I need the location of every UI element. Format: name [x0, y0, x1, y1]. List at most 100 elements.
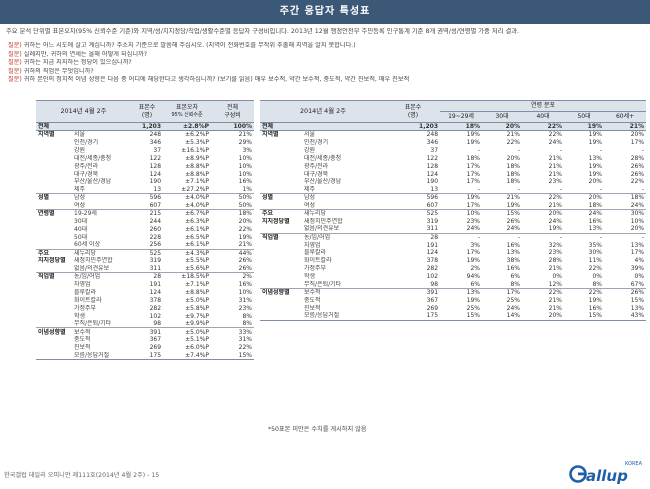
table-row: 부산/울산/경남 190 17% 18% 23% 20% 22% — [260, 178, 646, 186]
row-sample-size: 378 — [149, 296, 162, 304]
row-label: 새정치민주연합 — [74, 257, 113, 265]
row-sample-size: 13 — [153, 186, 162, 194]
row-sample-size: 124 — [149, 170, 162, 178]
row-label: 부산/울산/경남 — [74, 178, 112, 186]
row-label: 화이트칼라 — [74, 296, 102, 304]
row-age-share: 28% — [630, 154, 645, 162]
row-age-share: 19% — [564, 130, 605, 139]
question-item: 질문) 귀하는 어느 시도에 살고 계십니까? 주소지 기준으로 말씀해 주십시… — [8, 42, 628, 51]
row-margin-of-error: ±7.4%P — [163, 351, 212, 361]
row-group — [260, 146, 302, 154]
table-row: 블루칼라 124 ±8.8%P 10% — [36, 289, 254, 297]
row-sample-size: 248 — [131, 130, 164, 139]
row-age-share: 18% — [506, 162, 521, 170]
row-age-share: 17% — [466, 162, 481, 170]
row-age-share: 22% — [564, 288, 605, 297]
table-row: 없음/의견유보 311 ±5.6%P 26% — [36, 265, 254, 273]
row-margin-of-error: ±6.1%P — [185, 225, 210, 233]
row-group: 지역별 — [260, 130, 302, 139]
row-composition: 50% — [211, 193, 255, 202]
row-group — [36, 146, 72, 154]
row-age-share: 19% — [588, 138, 603, 146]
row-composition: 33% — [211, 327, 255, 336]
table-row: 화이트칼라 378 ±5.0%P 31% — [36, 296, 254, 304]
row-label: 여성 — [74, 201, 86, 209]
right-header-date: 2014년 4월 2주 — [260, 100, 387, 123]
row-group — [36, 241, 72, 249]
row-group — [260, 241, 302, 249]
row-group — [36, 170, 72, 178]
question-label: 질문) — [8, 67, 22, 75]
question-label: 질문) — [8, 76, 22, 84]
question-label: 질문) — [8, 59, 22, 67]
row-margin-of-error: ±6.0%P — [185, 344, 210, 352]
table-row: 지역별 서울 248 ±6.2%P 21% — [36, 130, 255, 139]
table-row: 자영업 191 3% 16% 32% 35% 13% — [260, 241, 646, 249]
row-composition: 8% — [242, 320, 253, 328]
row-age-share: 17% — [482, 288, 523, 297]
row-label: 제주 — [304, 186, 316, 194]
table-row: 제주 13 ±27.2%P 1% — [36, 186, 254, 194]
row-age-share: 19% — [548, 225, 563, 233]
row-margin-of-error: ±5.1%P — [185, 336, 210, 344]
row-sample-size: 525 — [386, 209, 441, 218]
question-text: 귀하의 직업은 무엇입니까? — [23, 67, 94, 75]
row-sample-size: 191 — [426, 241, 439, 249]
table-row: 광주/전라 128 ±8.8%P 10% — [36, 162, 254, 170]
table-row: 주요 새누리당 525 ±4.3%P 44% — [36, 248, 255, 257]
table-row: 가정주부 282 2% 16% 21% 22% 39% — [260, 265, 646, 273]
row-composition: 1% — [242, 186, 253, 194]
row-age-share: 20% — [604, 130, 647, 139]
row-age-share: 19% — [588, 296, 603, 304]
row-age-share: 19% — [466, 257, 481, 265]
row-group: 직업별 — [36, 272, 72, 281]
question-item: 질문) 귀하는 지금 지지하는 정당이 있으십니까? — [8, 59, 628, 68]
row-margin-of-error: ±5.0%P — [163, 327, 212, 336]
row-label: 블루칼라 — [74, 288, 97, 296]
row-age-share: 17% — [466, 249, 481, 257]
row-age-share: 16% — [506, 241, 521, 249]
row-group: 성별 — [36, 193, 72, 202]
row-age-share: 13% — [506, 249, 521, 257]
row-label: 모름/응답거절 — [72, 351, 132, 361]
table-row: 광주/전라 128 17% 18% 21% 19% 26% — [260, 162, 646, 170]
table-row: 모름/응답거절 175 15% 14% 20% 15% 43% — [260, 312, 647, 321]
row-age-share: 16% — [506, 265, 521, 273]
right-header-n: 표본수 (명) — [386, 100, 441, 123]
row-age-share: 25% — [466, 304, 481, 312]
row-group — [260, 304, 302, 312]
row-label: 광주/전라 — [304, 162, 329, 170]
row-age-share: 19% — [506, 201, 521, 209]
row-age-share: 4% — [634, 257, 645, 265]
row-age-share: 22% — [506, 138, 521, 146]
row-age-share: 26% — [506, 217, 521, 225]
gallup-logo: allup KOREA — [569, 457, 645, 485]
row-label: 인천/경기 — [74, 138, 99, 146]
row-age-share: 18% — [466, 154, 481, 162]
table-row: 성별 남성 596 ±4.0%P 50% — [36, 193, 255, 202]
row-margin-of-error: ±4.0%P — [163, 193, 212, 202]
table-row: 블루칼라 124 17% 13% 23% 30% 17% — [260, 249, 646, 257]
row-age-share: 12% — [548, 280, 563, 288]
row-age-share: 19% — [588, 170, 603, 178]
row-label: 진보적 — [304, 304, 321, 312]
row-sample-size: 256 — [149, 241, 162, 249]
table-row: 강원 37 - - - - - — [260, 146, 646, 154]
row-margin-of-error: ±6.1%P — [185, 241, 210, 249]
row-label: 19-29세 — [72, 209, 132, 218]
table-row: 대구/경북 124 ±8.8%P 10% — [36, 170, 254, 178]
row-composition: 31% — [238, 296, 253, 304]
row-sample-size: 378 — [426, 257, 439, 265]
row-sample-size: 13 — [430, 186, 439, 194]
row-sample-size: 607 — [149, 201, 162, 209]
row-age-share: 15% — [440, 312, 483, 321]
row-age-share: 16% — [588, 217, 603, 225]
row-group — [260, 296, 302, 304]
row-age-share: 0% — [634, 273, 645, 281]
row-age-share: 26% — [630, 170, 645, 178]
table-row: 인천/경기 346 19% 22% 24% 19% 17% — [260, 139, 646, 147]
row-group — [260, 162, 302, 170]
row-sample-size: 37 — [430, 146, 439, 154]
row-age-share: 21% — [548, 265, 563, 273]
row-age-share: 21% — [548, 170, 563, 178]
